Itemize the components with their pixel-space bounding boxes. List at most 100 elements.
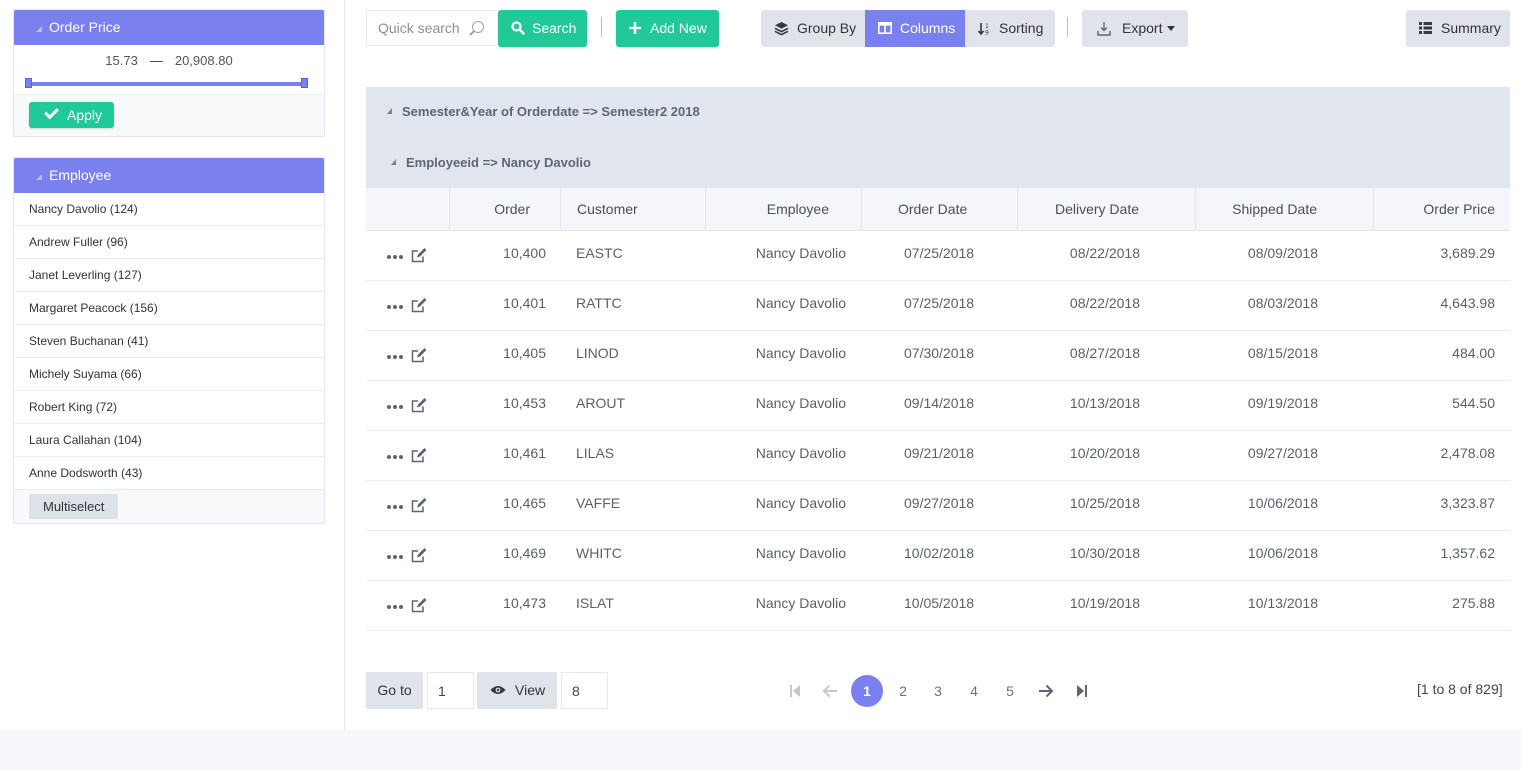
employee-item[interactable]: Anne Dodsworth (43): [14, 457, 324, 490]
group-by-button[interactable]: Group By: [761, 10, 865, 47]
employee-filter-header[interactable]: Employee: [14, 158, 324, 193]
employee-item[interactable]: Andrew Fuller (96): [14, 226, 324, 259]
table-row[interactable]: 10,405 LINOD Nancy Davolio 07/30/2018 08…: [366, 331, 1510, 381]
search-button-label: Search: [532, 20, 577, 36]
download-icon: [1097, 22, 1111, 36]
cell-order-price: 3,323.87: [1440, 495, 1496, 511]
more-options-icon[interactable]: [387, 355, 403, 359]
employee-item[interactable]: Robert King (72): [14, 391, 324, 424]
group-header-band: Semester&Year of Orderdate => Semester2 …: [366, 87, 1510, 188]
cell-order-price: 484.00: [1452, 345, 1495, 361]
page-number[interactable]: 5: [1006, 683, 1014, 699]
order-price-filter-header[interactable]: Order Price: [14, 10, 324, 45]
main-panel: Quick search Search Add New Group By: [346, 0, 1521, 730]
grid-header: Order Customer Employee Order Date Deliv…: [366, 188, 1510, 231]
apply-button-label: Apply: [67, 107, 103, 123]
cell-order-price: 275.88: [1452, 595, 1495, 611]
employee-item[interactable]: Steven Buchanan (41): [14, 325, 324, 358]
cell-order: 10,401: [503, 295, 546, 311]
more-options-icon[interactable]: [387, 555, 403, 559]
cell-order: 10,461: [503, 445, 546, 461]
group-level-2[interactable]: Employeeid => Nancy Davolio: [391, 155, 591, 170]
more-options-icon[interactable]: [387, 605, 403, 609]
cell-order-price: 1,357.62: [1440, 545, 1496, 561]
group-level-1[interactable]: Semester&Year of Orderdate => Semester2 …: [387, 104, 700, 119]
last-page-icon[interactable]: [1076, 684, 1088, 698]
employee-item[interactable]: Nancy Davolio (124): [14, 193, 324, 226]
page-number[interactable]: 3: [934, 683, 942, 699]
goto-page-input[interactable]: 1: [427, 672, 474, 709]
edit-icon[interactable]: [411, 447, 428, 463]
cell-order: 10,405: [503, 345, 546, 361]
search-icon: [511, 21, 525, 35]
column-header-actions: [366, 188, 449, 231]
table-row[interactable]: 10,400 EASTC Nancy Davolio 07/25/2018 08…: [366, 231, 1510, 281]
employee-filter-title: Employee: [49, 167, 112, 183]
edit-icon[interactable]: [411, 347, 428, 363]
cell-order-date: 09/27/2018: [904, 495, 975, 511]
table-row[interactable]: 10,461 LILAS Nancy Davolio 09/21/2018 10…: [366, 431, 1510, 481]
edit-icon[interactable]: [411, 397, 428, 413]
group-level-1-label: Semester&Year of Orderdate => Semester2 …: [402, 104, 700, 119]
column-header-delivery-date[interactable]: Delivery Date: [1017, 188, 1195, 231]
employee-item[interactable]: Michely Suyama (66): [14, 358, 324, 391]
sorting-button[interactable]: 1 9 Sorting: [965, 10, 1055, 47]
previous-page-icon[interactable]: [822, 684, 838, 698]
edit-icon[interactable]: [411, 297, 428, 313]
next-page-icon[interactable]: [1038, 684, 1054, 698]
table-row[interactable]: 10,473 ISLAT Nancy Davolio 10/05/2018 10…: [366, 581, 1510, 631]
cell-customer: VAFFE: [576, 495, 621, 511]
goto-button[interactable]: Go to: [366, 672, 423, 709]
price-range-min-handle[interactable]: [25, 78, 32, 88]
employee-item[interactable]: Janet Leverling (127): [14, 259, 324, 292]
price-range-dash: —: [149, 53, 163, 68]
cell-shipped-date: 08/15/2018: [1247, 345, 1318, 361]
more-options-icon[interactable]: [387, 505, 403, 509]
page-number-current[interactable]: 1: [851, 675, 883, 707]
column-header-customer[interactable]: Customer: [560, 188, 705, 231]
summary-button[interactable]: Summary: [1406, 10, 1510, 47]
cell-customer: LILAS: [576, 445, 615, 461]
price-range-track[interactable]: [28, 82, 306, 86]
multiselect-button[interactable]: Multiselect: [29, 494, 119, 519]
table-row[interactable]: 10,465 VAFFE Nancy Davolio 09/27/2018 10…: [366, 481, 1510, 531]
column-header-employee[interactable]: Employee: [705, 188, 861, 231]
column-header-order[interactable]: Order: [449, 188, 560, 231]
table-row[interactable]: 10,401 RATTC Nancy Davolio 07/25/2018 08…: [366, 281, 1510, 331]
quick-search-input[interactable]: Quick search: [366, 10, 496, 46]
page-number[interactable]: 2: [899, 683, 907, 699]
cell-customer: ISLAT: [576, 595, 614, 611]
employee-item[interactable]: Laura Callahan (104): [14, 424, 324, 457]
edit-icon[interactable]: [411, 247, 428, 263]
table-row[interactable]: 10,469 WHITC Nancy Davolio 10/02/2018 10…: [366, 531, 1510, 581]
apply-button[interactable]: Apply: [29, 102, 114, 128]
column-header-order-price[interactable]: Order Price: [1373, 188, 1510, 231]
table-row[interactable]: 10,453 AROUT Nancy Davolio 09/14/2018 10…: [366, 381, 1510, 431]
column-header-shipped-date[interactable]: Shipped Date: [1195, 188, 1373, 231]
employee-item[interactable]: Margaret Peacock (156): [14, 292, 324, 325]
cell-employee: Nancy Davolio: [755, 345, 846, 361]
first-page-icon[interactable]: [789, 684, 801, 698]
column-header-order-date[interactable]: Order Date: [861, 188, 1017, 231]
page-size-input[interactable]: 8: [561, 672, 608, 709]
price-range-max-handle[interactable]: [301, 78, 308, 88]
columns-button[interactable]: Columns: [865, 10, 965, 47]
cell-shipped-date: 10/06/2018: [1247, 495, 1318, 511]
more-options-icon[interactable]: [387, 305, 403, 309]
page-number[interactable]: 4: [970, 683, 978, 699]
more-options-icon[interactable]: [387, 255, 403, 259]
edit-icon[interactable]: [411, 597, 428, 613]
price-range-slider[interactable]: 15.73 — 20,908.80: [14, 45, 324, 95]
cell-shipped-date: 09/27/2018: [1247, 445, 1318, 461]
search-button[interactable]: Search: [498, 10, 587, 47]
view-button[interactable]: View: [477, 672, 557, 709]
collapse-triangle-icon: [391, 159, 396, 165]
add-new-button[interactable]: Add New: [616, 10, 719, 47]
more-options-icon[interactable]: [387, 455, 403, 459]
edit-icon[interactable]: [411, 547, 428, 563]
cell-employee: Nancy Davolio: [755, 395, 846, 411]
more-options-icon[interactable]: [387, 405, 403, 409]
edit-icon[interactable]: [411, 497, 428, 513]
export-button[interactable]: Export: [1082, 10, 1188, 47]
employee-filter: Employee Nancy Davolio (124) Andrew Full…: [13, 157, 325, 524]
